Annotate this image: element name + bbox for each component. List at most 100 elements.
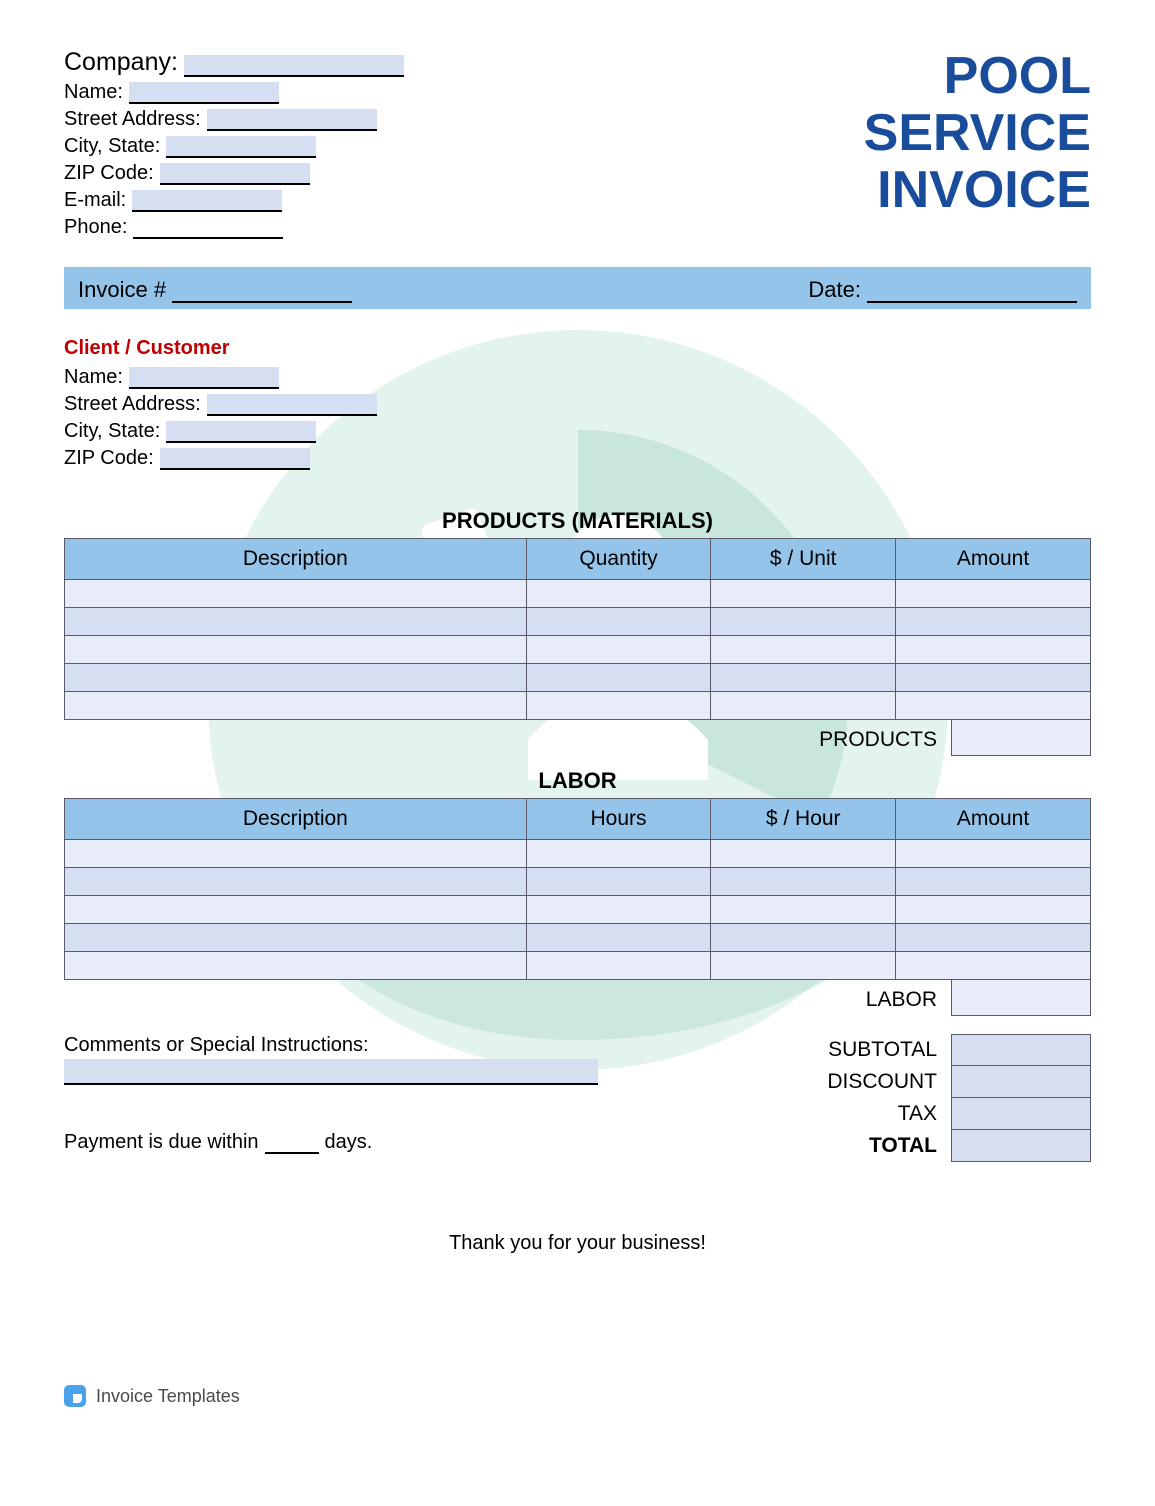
payment-suffix: days. (325, 1131, 373, 1154)
table-cell[interactable] (526, 896, 711, 924)
table-cell[interactable] (65, 924, 527, 952)
table-row (65, 664, 1091, 692)
table-cell[interactable] (526, 664, 711, 692)
table-cell[interactable] (896, 952, 1091, 980)
column-header: $ / Hour (711, 799, 896, 840)
table-cell[interactable] (896, 868, 1091, 896)
title-line-2: SERVICE (864, 105, 1091, 162)
invoice-bar: Invoice # Date: (64, 267, 1091, 309)
title-line-1: POOL (864, 48, 1091, 105)
field-input[interactable] (133, 217, 283, 239)
table-cell[interactable] (65, 868, 527, 896)
field-input[interactable] (160, 163, 310, 185)
table-row (65, 636, 1091, 664)
total-input[interactable] (951, 1066, 1091, 1098)
total-label: SUBTOTAL (791, 1034, 951, 1066)
table-cell[interactable] (526, 580, 711, 608)
table-cell[interactable] (65, 952, 527, 980)
client-header: Client / Customer (64, 337, 1091, 360)
column-header: Description (65, 799, 527, 840)
invoice-title: POOL SERVICE INVOICE (864, 48, 1091, 220)
table-cell[interactable] (711, 692, 896, 720)
table-row (65, 840, 1091, 868)
footer-brand: Invoice Templates (96, 1386, 240, 1407)
table-cell[interactable] (65, 580, 527, 608)
products-subtotal-label: PRODUCTS (819, 720, 951, 756)
table-row (65, 952, 1091, 980)
table-cell[interactable] (65, 896, 527, 924)
products-subtotal-input[interactable] (951, 720, 1091, 756)
field-label: ZIP Code: (64, 162, 154, 185)
logo-icon (64, 1385, 86, 1407)
field-label: Phone: (64, 216, 127, 239)
table-cell[interactable] (526, 692, 711, 720)
column-header: Amount (896, 799, 1091, 840)
products-title: PRODUCTS (MATERIALS) (64, 508, 1091, 534)
company-block: Company: Name:Street Address:City, State… (64, 48, 404, 243)
table-cell[interactable] (65, 636, 527, 664)
table-row (65, 896, 1091, 924)
table-row (65, 692, 1091, 720)
table-cell[interactable] (65, 692, 527, 720)
total-input[interactable] (951, 1098, 1091, 1130)
payment-prefix: Payment is due within (64, 1131, 259, 1154)
field-input[interactable] (207, 394, 377, 416)
products-table: DescriptionQuantity$ / UnitAmount (64, 538, 1091, 720)
table-cell[interactable] (65, 608, 527, 636)
table-cell[interactable] (896, 692, 1091, 720)
comments-label: Comments or Special Instructions: (64, 1034, 598, 1057)
table-cell[interactable] (526, 952, 711, 980)
table-cell[interactable] (896, 840, 1091, 868)
invoice-number-input[interactable] (172, 279, 352, 303)
labor-subtotal-input[interactable] (951, 980, 1091, 1016)
table-cell[interactable] (896, 896, 1091, 924)
title-line-3: INVOICE (864, 162, 1091, 219)
table-cell[interactable] (65, 840, 527, 868)
table-cell[interactable] (711, 580, 896, 608)
table-cell[interactable] (711, 868, 896, 896)
table-cell[interactable] (526, 636, 711, 664)
table-cell[interactable] (711, 896, 896, 924)
field-input[interactable] (166, 136, 316, 158)
invoice-date-input[interactable] (867, 279, 1077, 303)
total-label: TOTAL (791, 1130, 951, 1162)
table-cell[interactable] (711, 924, 896, 952)
column-header: $ / Unit (711, 539, 896, 580)
table-cell[interactable] (896, 636, 1091, 664)
table-cell[interactable] (896, 664, 1091, 692)
field-input[interactable] (129, 82, 279, 104)
table-cell[interactable] (711, 664, 896, 692)
table-row (65, 580, 1091, 608)
company-label: Company: (64, 48, 178, 77)
comments-input[interactable] (64, 1059, 598, 1085)
field-input[interactable] (160, 448, 310, 470)
table-cell[interactable] (65, 664, 527, 692)
table-cell[interactable] (526, 868, 711, 896)
column-header: Description (65, 539, 527, 580)
total-label: DISCOUNT (791, 1066, 951, 1098)
table-cell[interactable] (711, 840, 896, 868)
table-cell[interactable] (711, 636, 896, 664)
field-input[interactable] (166, 421, 316, 443)
table-cell[interactable] (711, 608, 896, 636)
field-input[interactable] (132, 190, 282, 212)
totals-block: SUBTOTALDISCOUNTTAXTOTAL (619, 1034, 1091, 1162)
table-cell[interactable] (526, 840, 711, 868)
table-cell[interactable] (711, 952, 896, 980)
column-header: Amount (896, 539, 1091, 580)
table-cell[interactable] (896, 924, 1091, 952)
table-cell[interactable] (526, 924, 711, 952)
total-input[interactable] (951, 1130, 1091, 1162)
table-cell[interactable] (896, 580, 1091, 608)
table-cell[interactable] (896, 608, 1091, 636)
field-label: Street Address: (64, 393, 201, 416)
company-input[interactable] (184, 55, 404, 77)
payment-days-input[interactable] (265, 1134, 319, 1154)
footer: Invoice Templates (64, 1385, 1091, 1407)
field-input[interactable] (129, 367, 279, 389)
labor-title: LABOR (64, 768, 1091, 794)
thank-you-text: Thank you for your business! (64, 1232, 1091, 1255)
field-input[interactable] (207, 109, 377, 131)
total-input[interactable] (951, 1034, 1091, 1066)
table-cell[interactable] (526, 608, 711, 636)
